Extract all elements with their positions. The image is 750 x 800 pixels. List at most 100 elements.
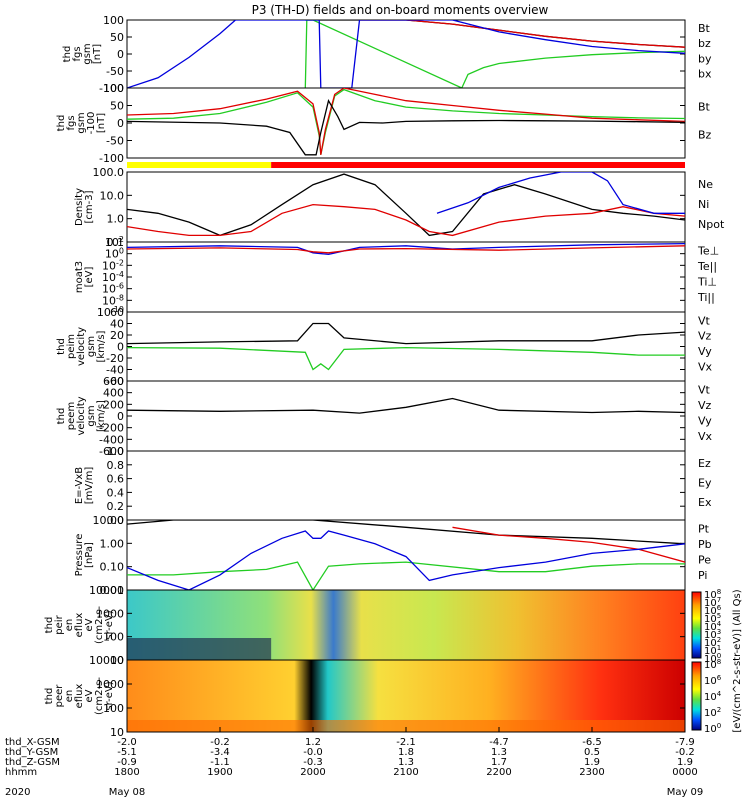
legend-entry: Ni [698, 198, 709, 211]
series-line-bx [127, 20, 685, 88]
y-axis-label: fgs [66, 115, 77, 130]
legend-entry: Bz [698, 128, 712, 141]
x-tick-label: 2300 [579, 767, 604, 778]
x-tick-label: 1.3 [491, 747, 507, 758]
y-tick-label: 10-4 [102, 270, 124, 284]
y-axis-label: eflux [74, 613, 85, 638]
start-date-label: May 08 [109, 787, 146, 798]
y-axis-label: thd [56, 408, 67, 425]
y-axis-label: -100 [86, 112, 97, 135]
legend-entry: Pe [698, 554, 711, 567]
series-line-Vt [127, 397, 685, 414]
y-axis-label: en [64, 619, 75, 632]
y-tick-label: 0.01 [100, 584, 125, 597]
y-tick-label: -600 [99, 445, 124, 458]
legend-entry: by [698, 52, 712, 65]
series-line-by [304, 20, 685, 88]
y-axis-label: [nT] [96, 113, 107, 133]
colorbar-tick-label: 100 [704, 722, 721, 735]
y-axis-label: en [64, 690, 75, 703]
y-tick-label: 1.0 [107, 213, 125, 226]
y-tick-label: -200 [99, 422, 124, 435]
x-tick-label: -4.7 [489, 737, 509, 748]
y-axis-label: gsm [82, 43, 93, 64]
legend-entry: Vt [698, 314, 711, 327]
series-line-Pb [452, 526, 685, 563]
y-tick-label: 1.00 [100, 537, 125, 550]
x-tick-label: 0.5 [584, 747, 600, 758]
y-tick-label: 100 [103, 631, 124, 644]
colorbar-lower [691, 661, 702, 731]
x-axis-row-label: thd_Y-GSM [5, 747, 58, 758]
legend-entry: Ez [698, 457, 711, 470]
series-line-Bz [127, 88, 685, 155]
series-line-bz [359, 20, 685, 48]
panel-frame [126, 311, 686, 382]
plot-title: P3 (TH-D) fields and on-board moments ov… [252, 3, 549, 17]
y-tick-label: 100 [105, 247, 124, 261]
legend-entry: Pi [698, 569, 707, 582]
y-tick-label: -100 [99, 82, 124, 95]
y-tick-label: 10-10 [97, 305, 124, 319]
panel-frame [126, 241, 686, 313]
y-axis-label: Pressure [74, 534, 85, 577]
x-tick-label: 2000 [300, 767, 325, 778]
y-tick-label: 40 [110, 318, 124, 331]
panel-pressure: 10.00 1.00 0.10 0.01 Pressure [nPa] Pt Pb Pe Pi [74, 514, 712, 597]
colorbar-tick-label: 101 [704, 644, 721, 657]
panel-peir-eflux: 10000 1000 100 10 thd peir en eflux eV (cm2-s-sr-… [44, 584, 686, 667]
y-axis-label: gsm [86, 336, 97, 357]
y-tick-label: 0 [117, 341, 124, 354]
y-axis-label: [nT] [92, 44, 103, 64]
series-group [127, 322, 685, 371]
y-tick-label: 10-2 [102, 258, 124, 272]
legend-entry: Pt [698, 522, 710, 535]
y-axis-label: [cm-3] [84, 190, 95, 223]
y-tick-label: 0.4 [107, 486, 125, 499]
series-line-Te [127, 245, 685, 254]
legend-entry: bx [698, 67, 712, 80]
y-axis-label: fgs [72, 46, 83, 61]
x-tick-label: 1.8 [398, 747, 414, 758]
colorbar-label: [eV/(cm^2-s-str-eV)] (All Qs) [732, 589, 743, 732]
series-group [127, 172, 685, 237]
colorbar-tick-label: 102 [704, 636, 721, 649]
y-tick-label: -40 [106, 364, 124, 377]
y-axis-label: [km/s] [96, 330, 107, 362]
colorbar-tick-label: 106 [704, 674, 722, 687]
spectrogram-noise [127, 638, 272, 660]
x-tick-label: -2.0 [117, 737, 137, 748]
x-axis-annotation: thd_X-GSM -2.0 -0.2 1.2 -2.1 -4.7 -6.5 -7.9 thd_… [5, 727, 703, 798]
y-tick-label: 60 [110, 306, 124, 319]
colorbar-tick-label: 104 [704, 690, 722, 703]
legend-entry: Vt [698, 383, 711, 396]
y-axis-label: gsm [76, 112, 87, 133]
y-tick-label: 10000 [89, 584, 124, 597]
panel-peer-eflux: 10000 1000 100 10 thd peer en eflux eV (cm2-s-sr-… [44, 654, 686, 739]
legend-entry: Ne [698, 178, 713, 191]
y-tick-label: 1000 [96, 678, 124, 691]
y-axis-label: sr-eV) [104, 681, 115, 710]
colorbar-tick-label: 107 [704, 596, 721, 609]
series-group [127, 20, 685, 88]
y-tick-label: -100 [99, 152, 124, 165]
y-tick-label: 0.2 [107, 500, 125, 513]
legend-entry: Vz [698, 330, 712, 343]
x-tick-label: 2200 [486, 767, 511, 778]
y-tick-label: 100 [103, 82, 124, 95]
y-tick-label: 0.8 [107, 459, 125, 472]
colorbar-tick-label: 105 [704, 612, 721, 625]
series-line-Pi [127, 530, 685, 590]
legend-entry: Npot [698, 218, 725, 231]
colorbar-upper [691, 591, 702, 659]
mode-bar-segment [127, 162, 272, 168]
x-tick-label: 1900 [207, 767, 232, 778]
legend-entry: Bt [698, 22, 711, 35]
colorbar-tick-label: 103 [704, 628, 721, 641]
y-axis-label: moat3 [74, 261, 85, 293]
series-line-Ti [127, 242, 685, 256]
y-tick-label: 0.1 [107, 236, 125, 249]
x-tick-label: 1.2 [305, 737, 321, 748]
y-axis-label: sr-eV) [104, 610, 115, 639]
